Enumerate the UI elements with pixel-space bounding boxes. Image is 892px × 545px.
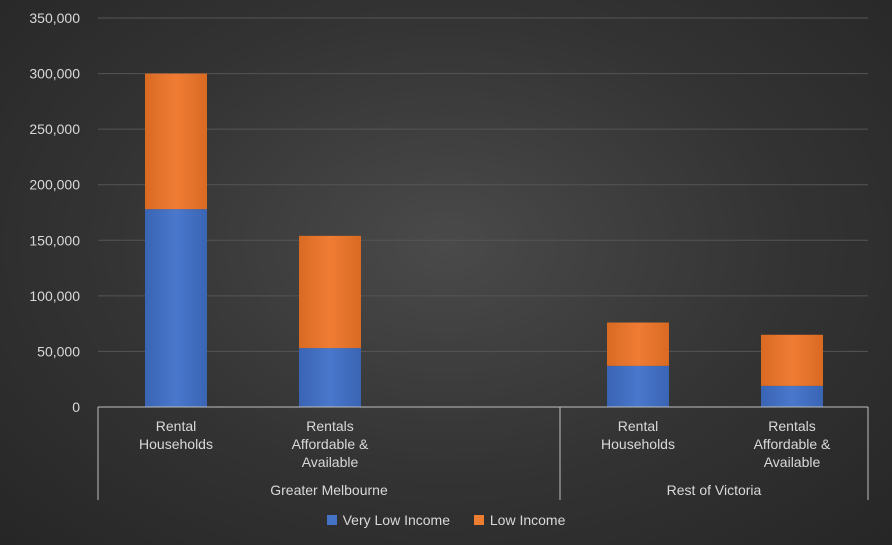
y-tick-label-200-000: 200,000 — [29, 177, 80, 193]
legend-label-low-income: Low Income — [489, 512, 566, 528]
legend-swatch-very-low-income — [326, 515, 337, 525]
legend-label-very-low-income: Very Low Income — [342, 512, 450, 528]
y-tick-label-100-000: 100,000 — [29, 288, 80, 304]
bar-very-low-income-rest-of-victoria-rentals-affordable-available — [761, 385, 823, 407]
gridlines — [98, 17, 868, 352]
y-tick-label-50-000: 50,000 — [37, 343, 80, 359]
y-tick-label-350-000: 350,000 — [29, 10, 80, 26]
legend: Very Low Income Low Income — [0, 512, 892, 528]
y-tick-label-0: 0 — [72, 399, 80, 415]
legend-item-low-income: Low Income — [473, 512, 566, 528]
bar-very-low-income-rest-of-victoria-rental-households — [607, 365, 669, 407]
bars — [145, 73, 823, 407]
x-category-label-rest-of-victoria-households: Households — [601, 436, 675, 452]
bar-low-income-greater-melbourne-rental-households — [145, 73, 207, 210]
legend-item-very-low-income: Very Low Income — [326, 512, 450, 528]
y-tick-label-150-000: 150,000 — [29, 232, 80, 248]
x-category-label-greater-melbourne-rental: Rental — [156, 418, 196, 434]
legend-swatch-low-income — [473, 515, 484, 525]
bar-very-low-income-greater-melbourne-rental-households — [145, 209, 207, 407]
x-category-label-greater-melbourne-available: Available — [302, 454, 359, 470]
bar-low-income-greater-melbourne-rentals-affordable-available — [299, 235, 361, 349]
bar-low-income-rest-of-victoria-rental-households — [607, 322, 669, 366]
x-group-label-rest-of-victoria: Rest of Victoria — [667, 482, 762, 498]
x-category-label-rest-of-victoria-rental: Rental — [618, 418, 658, 434]
y-axis: 0 50,000 100,000 150,000 200,000 250,000 300,0… — [29, 10, 80, 415]
x-axis: Rental Households Rentals Affordable & Avail… — [97, 406, 869, 500]
y-tick-label-250-000: 250,000 — [29, 121, 80, 137]
x-category-label-greater-melbourne-households: Households — [139, 436, 213, 452]
bar-very-low-income-greater-melbourne-rentals-affordable-available — [299, 348, 361, 407]
x-category-label-rest-of-victoria-available: Available — [764, 454, 821, 470]
x-category-label-rest-of-victoria-affordable: Affordable & — [754, 436, 831, 452]
x-category-label-greater-melbourne-rentals: Rentals — [306, 418, 353, 434]
x-category-label-rest-of-victoria-rentals: Rentals — [768, 418, 815, 434]
bar-low-income-rest-of-victoria-rentals-affordable-available — [761, 334, 823, 386]
y-tick-label-300-000: 300,000 — [29, 66, 80, 82]
x-category-label-greater-melbourne-affordable: Affordable & — [292, 436, 369, 452]
x-group-label-greater-melbourne: Greater Melbourne — [270, 482, 388, 498]
